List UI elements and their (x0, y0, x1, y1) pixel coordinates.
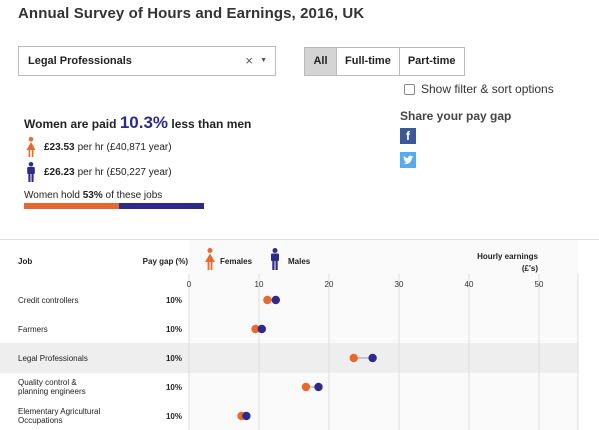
job-select-value: Legal Professionals (28, 55, 132, 67)
male-point[interactable] (257, 324, 266, 334)
page-title: Annual Survey of Hours and Earnings, 201… (18, 5, 365, 22)
x-tick-label: 40 (465, 280, 474, 289)
facebook-icon[interactable]: f (400, 128, 416, 144)
highlight-row (0, 343, 578, 373)
pay-gap-value: 10% (166, 354, 182, 363)
share-suffix: of these jobs (105, 190, 163, 201)
headline-pct: 10.3% (119, 113, 169, 132)
female-point[interactable] (349, 353, 358, 363)
female-legend-icon (205, 248, 215, 270)
female-earnings: £23.53 per hr (£40,871 year) (26, 137, 172, 157)
male-point[interactable] (271, 295, 280, 305)
male-detail: per hr (£50,227 year) (77, 166, 172, 178)
pay-gap-value: 10% (166, 296, 182, 305)
twitter-icon[interactable] (400, 152, 416, 168)
women-share-bar (24, 203, 204, 209)
filter-label: Show filter & sort options (421, 82, 554, 96)
headline-prefix: Women are paid (24, 117, 117, 131)
filter-sort-toggle[interactable]: Show filter & sort options (404, 82, 554, 96)
x-tick-label: 10 (255, 280, 264, 289)
share-title: Share your pay gap (400, 109, 512, 123)
job-name: Credit controllers (18, 296, 78, 305)
plot-background (189, 240, 578, 430)
tab-all[interactable]: All (305, 48, 336, 75)
tab-part-time[interactable]: Part-time (398, 48, 464, 75)
female-point[interactable] (301, 382, 311, 392)
female-icon (26, 137, 36, 157)
pay-gap-value: 10% (166, 383, 182, 392)
table-row[interactable]: Elementary Agricultural Occupations 10% (18, 407, 251, 425)
x-tick-label: 0 (187, 280, 192, 289)
x-tick-label: 30 (395, 280, 404, 289)
male-legend-icon (271, 248, 279, 270)
table-row[interactable]: Quality control & planning engineers 10% (18, 378, 323, 396)
col-job-header: Job (18, 257, 32, 266)
legend-females: Females (220, 257, 253, 266)
twitter-bird-glyph (403, 155, 414, 165)
share-pct: 53% (82, 190, 103, 201)
section-divider (0, 239, 599, 240)
women-share-text: Women hold 53% of these jobs (24, 190, 162, 201)
female-point[interactable] (251, 324, 260, 334)
male-rate: £26.23 (44, 166, 75, 178)
men-share-fill (119, 203, 204, 209)
legend-males: Males (288, 257, 311, 266)
job-name: Legal Professionals (18, 354, 88, 363)
x-tick-label: 20 (325, 280, 334, 289)
women-share-fill (24, 203, 120, 209)
chevron-down-icon[interactable]: ▼ (260, 57, 267, 64)
pay-gap-value: 10% (166, 412, 182, 421)
female-detail: per hr (£40,871 year) (77, 141, 172, 153)
table-row[interactable]: Farmers 10% (18, 324, 266, 334)
male-point[interactable] (242, 411, 251, 421)
col-earnings-header: Hourly earnings (477, 252, 538, 261)
pay-gap-headline: Women are paid 10.3% less than men (24, 113, 251, 133)
male-earnings: £26.23 per hr (£50,227 year) (26, 162, 172, 182)
contract-type-toggle: All Full-time Part-time (304, 47, 465, 76)
female-rate: £23.53 (44, 141, 75, 153)
share-prefix: Women hold (24, 190, 80, 201)
x-tick-label: 50 (535, 280, 544, 289)
tab-full-time[interactable]: Full-time (336, 48, 399, 75)
male-point[interactable] (314, 382, 323, 392)
clear-icon[interactable]: × (245, 53, 253, 68)
male-icon (27, 162, 35, 182)
male-point[interactable] (368, 353, 377, 363)
pay-gap-value: 10% (166, 325, 182, 334)
earnings-chart: Job Pay gap (%) Females Males Hourly ear… (0, 240, 579, 430)
filter-checkbox[interactable] (404, 83, 415, 95)
table-row[interactable]: Credit controllers 10% (18, 295, 280, 305)
job-select[interactable]: Legal Professionals × ▼ (18, 46, 276, 76)
table-row[interactable]: Legal Professionals 10% (18, 353, 377, 363)
job-name: Quality control & planning engineers (18, 378, 86, 396)
female-point[interactable] (263, 295, 272, 305)
headline-suffix: less than men (171, 117, 252, 131)
job-name: Elementary Agricultural Occupations (18, 407, 100, 425)
col-gap-header: Pay gap (%) (143, 257, 189, 266)
job-name: Farmers (18, 325, 48, 334)
col-earnings-unit: (£'s) (522, 264, 538, 273)
